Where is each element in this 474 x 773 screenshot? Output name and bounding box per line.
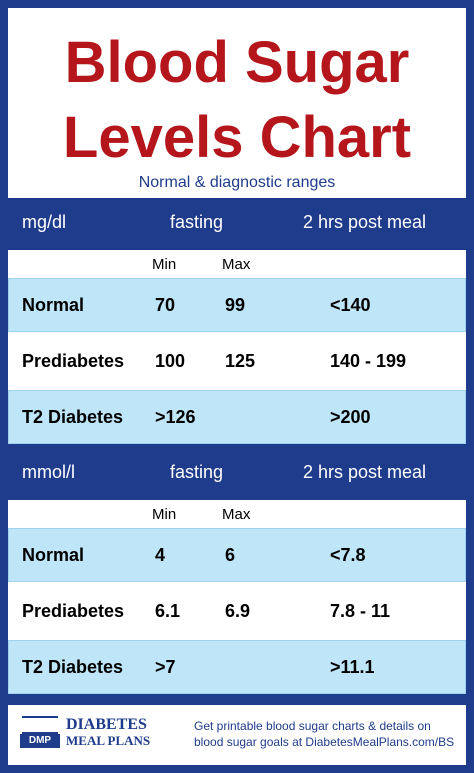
- sub-header: Min: [152, 256, 177, 273]
- cell-min: 100: [155, 351, 186, 371]
- table-row: [8, 390, 466, 444]
- column-header: fasting: [170, 462, 224, 482]
- cell-min: >7: [155, 657, 176, 677]
- cell-post-meal: >200: [330, 407, 371, 427]
- footer-text: blood sugar goals at DiabetesMealPlans.c…: [194, 735, 455, 749]
- cell-min: 6.1: [155, 601, 181, 621]
- logo-icon: [22, 716, 58, 734]
- column-header: 2 hrs post meal: [303, 462, 427, 482]
- cell-min: >126: [155, 407, 196, 427]
- cell-post-meal: 7.8 - 11: [330, 601, 391, 621]
- cell-post-meal: <7.8: [330, 545, 366, 565]
- logo-text: MEAL PLANS: [66, 733, 151, 748]
- subtitle: Normal & diagnostic ranges: [138, 174, 336, 191]
- cell-min: 4: [155, 545, 166, 565]
- column-header: mmol/l: [22, 462, 75, 482]
- cell-max: 6.9: [225, 601, 251, 621]
- row-label: Prediabetes: [22, 351, 125, 371]
- logo-mark: DMP: [20, 734, 60, 748]
- table-row: [8, 278, 466, 332]
- footer-panel: [8, 705, 466, 765]
- cell-post-meal: <140: [330, 295, 371, 315]
- cell-max: 99: [225, 295, 246, 315]
- cell-min: 70: [155, 295, 176, 315]
- logo-text: DIABETES: [66, 716, 147, 733]
- row-label: Normal: [22, 295, 85, 315]
- column-header: fasting: [170, 212, 224, 232]
- cell-post-meal: 140 - 199: [330, 351, 407, 371]
- footer-text: Get printable blood sugar charts & detai…: [194, 719, 431, 733]
- cell-max: 6: [225, 545, 236, 565]
- column-header: mg/dl: [22, 212, 67, 232]
- row-label: T2 Diabetes: [22, 657, 124, 677]
- title-line: Blood Sugar: [64, 30, 410, 95]
- row-label: Prediabetes: [22, 601, 125, 621]
- cell-post-meal: >11.1: [330, 657, 375, 677]
- cell-max: 125: [225, 351, 256, 371]
- row-label: T2 Diabetes: [22, 407, 124, 427]
- sub-header: Min: [152, 506, 177, 523]
- table-row: [8, 528, 466, 582]
- sub-header: Max: [222, 256, 251, 273]
- sub-header: Max: [222, 506, 251, 523]
- column-header: 2 hrs post meal: [303, 212, 427, 232]
- title-line: Levels Chart: [62, 105, 412, 170]
- title-panel: [8, 8, 466, 198]
- table-row: [8, 640, 466, 694]
- row-label: Normal: [22, 545, 85, 565]
